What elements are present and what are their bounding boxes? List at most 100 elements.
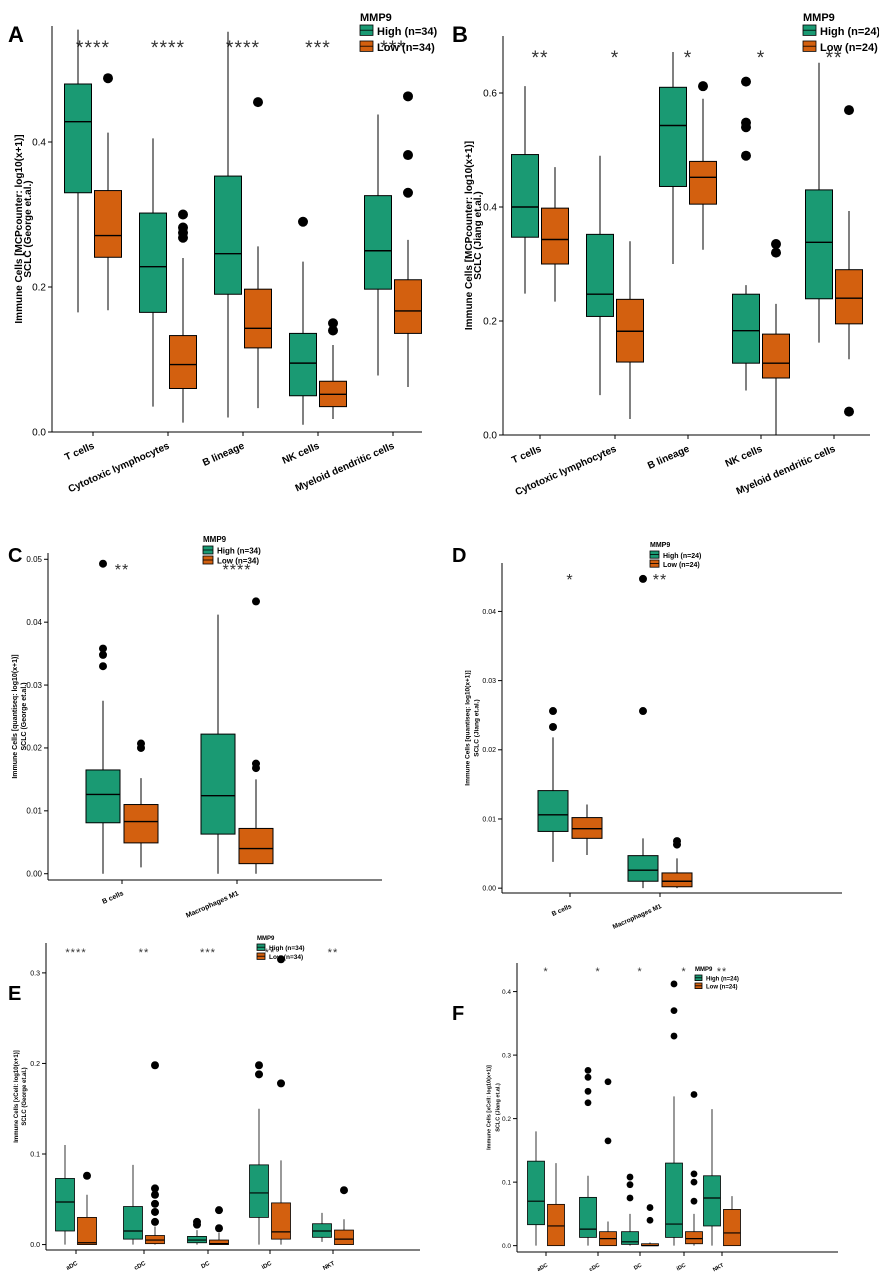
significance-label: * [611, 47, 620, 69]
panel-A: A 0.0 0.2 0.4 Immune Cells [MCPcounter: log1… [8, 12, 438, 495]
significance-label: * [684, 47, 693, 69]
outlier-point [670, 1032, 678, 1040]
outlier-point [99, 662, 107, 671]
outlier-point [690, 1197, 698, 1205]
y-tick-label: 0.1 [502, 1179, 511, 1186]
outlier-point [844, 406, 854, 417]
y-tick-label: 0.01 [482, 816, 496, 823]
outlier-point [328, 325, 338, 336]
x-tick-label: B cells [101, 890, 125, 906]
y-tick-label: 0.0 [502, 1243, 511, 1250]
y-axis-label-cohort: SCLC (Jiang et.al.) [474, 699, 481, 756]
outlier-point [277, 955, 285, 964]
significance-label: ** [653, 571, 668, 589]
outlier-point [741, 76, 751, 87]
y-axis-label-cohort: SCLC (Jiang et.al.) [473, 191, 484, 279]
x-tick-label: NK cells [281, 441, 322, 467]
outlier-point [584, 1087, 592, 1095]
box-low [661, 872, 693, 888]
box-low [123, 804, 159, 844]
box-high [123, 1206, 143, 1240]
significance-label: * [543, 966, 548, 978]
outlier-point [690, 1091, 698, 1098]
box-low [547, 1203, 565, 1247]
box-low [169, 335, 197, 390]
panel-label: A [8, 22, 24, 47]
box-low [209, 1239, 229, 1245]
outlier-point [403, 150, 413, 161]
panel-label: D [452, 545, 466, 567]
box-high [85, 769, 121, 824]
outlier-point [253, 97, 263, 108]
outlier-point [328, 318, 338, 329]
x-tick-label: iDC [676, 1263, 687, 1273]
legend-title: MMP9 [257, 936, 275, 942]
y-tick-label: 0.2 [502, 1116, 511, 1123]
box-high [537, 790, 569, 832]
x-tick-label: NKT [322, 1261, 336, 1272]
box-high [732, 293, 760, 364]
outlier-point [137, 739, 145, 748]
outlier-point [178, 209, 188, 220]
outlier-point [151, 1199, 159, 1208]
outlier-point [604, 1137, 612, 1145]
outlier-point [151, 1184, 159, 1193]
legend-label: Low (n=34) [377, 42, 435, 54]
legend-title: MMP9 [360, 12, 392, 24]
panel-label: B [452, 22, 468, 47]
outlier-point [340, 1186, 348, 1195]
x-tick-label: aDC [66, 1261, 80, 1272]
outlier-point [771, 247, 781, 258]
legend-label: Low (n=24) [706, 984, 738, 990]
x-tick-label: T cells [510, 444, 543, 467]
outlier-point [670, 1007, 678, 1015]
legend-label: Low (n=34) [217, 557, 259, 566]
outlier-point [771, 239, 781, 250]
box-low [244, 288, 272, 349]
significance-label: **** [151, 37, 185, 59]
box-low [835, 269, 863, 325]
outlier-point [151, 1061, 159, 1070]
panel-label: F [452, 1003, 464, 1025]
significance-label: * [757, 47, 766, 69]
y-tick-label: 0.2 [30, 1061, 40, 1068]
y-tick-label: 0.01 [26, 807, 42, 816]
legend-label: Low (n=24) [663, 562, 700, 569]
legend-label: High (n=24) [663, 553, 701, 560]
y-axis-label: Immune Cells [xCell: log10(x+1)] [14, 1050, 20, 1143]
outlier-point [549, 707, 557, 716]
box-low [685, 1231, 703, 1245]
significance-label: **** [226, 37, 260, 59]
outlier-point [626, 1181, 634, 1189]
panel-label: C [8, 545, 22, 567]
outlier-point [646, 1216, 654, 1224]
y-axis-label: Immune Cells [MCPcounter: log10(x+1)] [464, 141, 475, 330]
significance-label: ** [139, 947, 150, 959]
y-tick-label: 0.6 [483, 89, 497, 100]
box-low [723, 1209, 741, 1247]
panel-C: C 0.00 0.01 0.02 0.03 0.04 0.05 Immune Cells [q… [8, 535, 382, 920]
legend-title: MMP9 [803, 12, 835, 24]
legend-label: High (n=34) [269, 945, 305, 952]
legend-label: Low (n=24) [820, 42, 878, 54]
significance-label: **** [65, 947, 86, 959]
outlier-point [99, 650, 107, 659]
box-low [238, 827, 274, 865]
significance-label: ** [825, 47, 842, 69]
y-axis-label: Immune Cells [MCPcounter: log10(x+1)] [14, 134, 25, 323]
outlier-point [741, 150, 751, 161]
box-low [271, 1202, 291, 1240]
outlier-point [690, 1178, 698, 1186]
panel-B: B 0.0 0.2 0.4 0.6 Immune Cells [MCPcounter: l… [452, 12, 879, 498]
box-low [94, 190, 122, 258]
significance-label: * [595, 966, 600, 978]
y-tick-label: 0.02 [482, 747, 496, 754]
outlier-point [673, 837, 681, 846]
significance-label: ** [115, 561, 130, 579]
y-tick-label: 0.3 [502, 1052, 511, 1059]
outlier-point [151, 1217, 159, 1226]
x-tick-label: iDC [261, 1261, 274, 1271]
box-high [586, 233, 614, 317]
outlier-point [215, 1206, 223, 1215]
outlier-point [670, 980, 678, 988]
